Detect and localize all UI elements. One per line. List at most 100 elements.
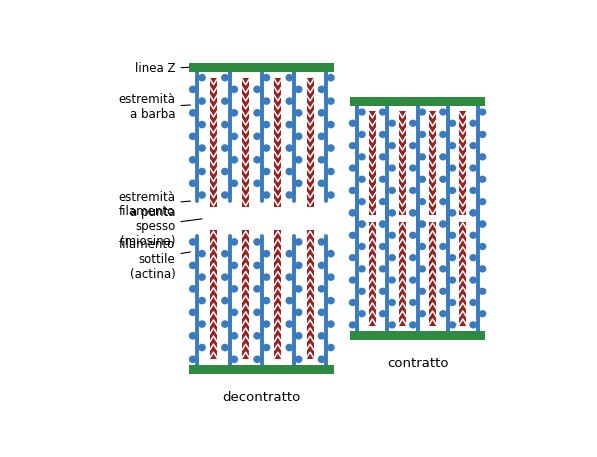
Ellipse shape (479, 243, 487, 250)
Ellipse shape (221, 320, 229, 328)
Ellipse shape (189, 85, 196, 93)
Ellipse shape (379, 243, 387, 250)
Ellipse shape (409, 232, 417, 239)
Ellipse shape (253, 133, 261, 140)
Ellipse shape (349, 165, 356, 172)
Ellipse shape (418, 220, 426, 228)
Ellipse shape (469, 321, 477, 329)
Bar (399, 111, 406, 215)
Ellipse shape (295, 85, 303, 93)
Ellipse shape (439, 131, 447, 138)
Ellipse shape (448, 165, 456, 172)
Ellipse shape (253, 85, 261, 93)
Ellipse shape (448, 209, 456, 217)
Bar (189, 63, 334, 72)
Ellipse shape (198, 74, 206, 81)
Ellipse shape (448, 209, 456, 217)
Ellipse shape (388, 276, 396, 284)
Ellipse shape (285, 168, 293, 175)
Ellipse shape (349, 209, 356, 217)
Ellipse shape (388, 142, 396, 149)
Ellipse shape (327, 97, 335, 105)
Ellipse shape (230, 156, 238, 164)
Ellipse shape (418, 175, 426, 183)
Ellipse shape (230, 180, 238, 187)
Ellipse shape (388, 209, 396, 217)
Bar (429, 222, 436, 326)
Bar (369, 111, 376, 215)
Ellipse shape (327, 320, 335, 328)
Ellipse shape (358, 175, 366, 183)
Ellipse shape (327, 144, 335, 152)
Ellipse shape (318, 308, 325, 316)
Ellipse shape (318, 180, 325, 187)
Bar (242, 230, 249, 359)
Ellipse shape (295, 133, 303, 140)
Ellipse shape (253, 285, 261, 292)
Ellipse shape (358, 131, 366, 138)
Ellipse shape (418, 310, 426, 317)
Ellipse shape (379, 265, 387, 272)
Ellipse shape (327, 74, 335, 81)
Ellipse shape (221, 273, 229, 281)
Ellipse shape (479, 175, 487, 183)
Ellipse shape (189, 238, 196, 246)
Ellipse shape (409, 276, 417, 284)
Ellipse shape (295, 332, 303, 340)
Ellipse shape (230, 356, 238, 363)
Ellipse shape (358, 265, 366, 272)
Ellipse shape (253, 156, 261, 164)
Ellipse shape (358, 153, 366, 160)
Ellipse shape (349, 276, 356, 284)
Ellipse shape (253, 332, 261, 340)
Ellipse shape (189, 285, 196, 292)
Ellipse shape (479, 153, 487, 160)
Bar (307, 78, 313, 207)
Ellipse shape (189, 261, 196, 269)
Ellipse shape (379, 198, 387, 205)
Ellipse shape (189, 356, 196, 363)
Ellipse shape (198, 250, 206, 257)
Ellipse shape (295, 156, 303, 164)
Ellipse shape (221, 297, 229, 304)
Ellipse shape (263, 320, 270, 328)
Text: linea Z: linea Z (135, 62, 190, 75)
Ellipse shape (379, 310, 387, 317)
Ellipse shape (189, 133, 196, 140)
Ellipse shape (318, 156, 325, 164)
Ellipse shape (439, 220, 447, 228)
Ellipse shape (327, 168, 335, 175)
Ellipse shape (318, 332, 325, 340)
Ellipse shape (285, 273, 293, 281)
Ellipse shape (388, 321, 396, 329)
Ellipse shape (295, 261, 303, 269)
Ellipse shape (189, 109, 196, 117)
Ellipse shape (358, 108, 366, 116)
Text: filamento
spesso
(miosina): filamento spesso (miosina) (119, 205, 202, 248)
Ellipse shape (448, 276, 456, 284)
Bar (210, 230, 217, 359)
Ellipse shape (409, 254, 417, 261)
Ellipse shape (189, 308, 196, 316)
Ellipse shape (439, 265, 447, 272)
Bar (189, 365, 334, 374)
Ellipse shape (198, 97, 206, 105)
Bar (399, 222, 406, 326)
Ellipse shape (469, 187, 477, 194)
Ellipse shape (479, 220, 487, 228)
Ellipse shape (379, 153, 387, 160)
Ellipse shape (253, 261, 261, 269)
Ellipse shape (198, 121, 206, 128)
Ellipse shape (418, 153, 426, 160)
Ellipse shape (439, 287, 447, 295)
Ellipse shape (198, 191, 206, 199)
Ellipse shape (479, 287, 487, 295)
Ellipse shape (221, 250, 229, 257)
Ellipse shape (379, 108, 387, 116)
Ellipse shape (318, 133, 325, 140)
Ellipse shape (439, 108, 447, 116)
Ellipse shape (418, 131, 426, 138)
Text: estremità
a punta: estremità a punta (118, 191, 190, 219)
Ellipse shape (439, 175, 447, 183)
Ellipse shape (263, 74, 270, 81)
